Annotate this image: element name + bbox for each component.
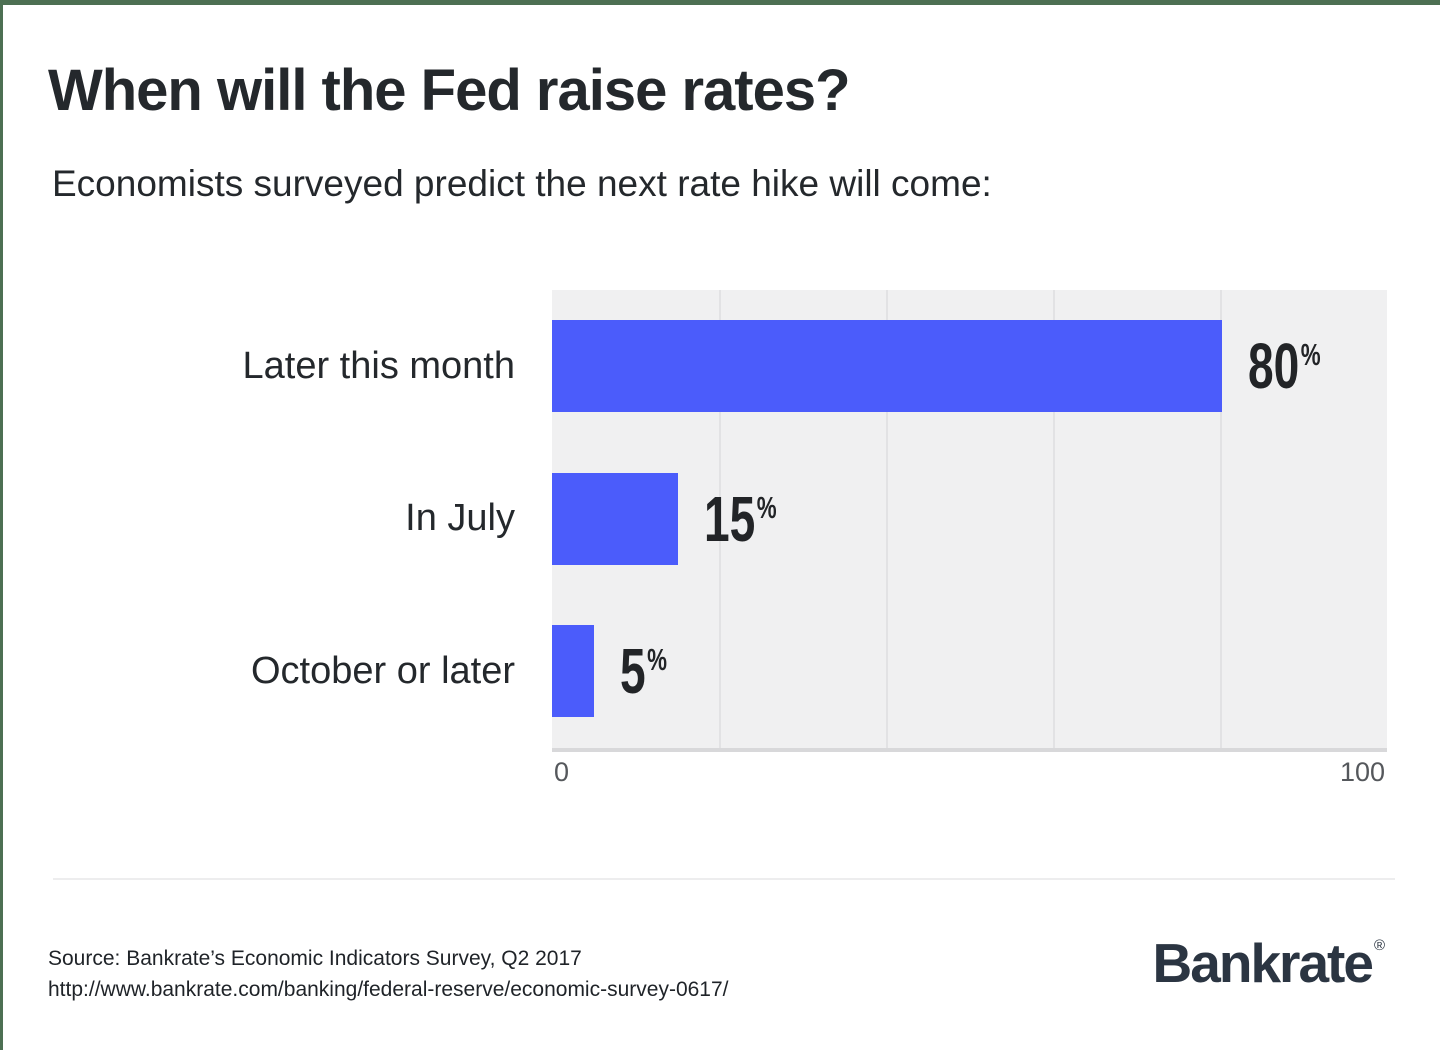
value-number: 5 (619, 635, 646, 708)
gridline (1220, 290, 1222, 748)
category-label: In July (405, 497, 515, 540)
bar-track: 5% (552, 595, 1390, 748)
logo-wordmark: Bankrate (1152, 932, 1374, 994)
registered-trademark-icon: ® (1373, 937, 1385, 954)
chart-row: In July 15% (3, 443, 1390, 596)
source-line-1: Source: Bankrate’s Economic Indicators S… (48, 947, 582, 970)
bar-track: 15% (552, 443, 1390, 596)
chart-row: October or later 5% (3, 595, 1390, 748)
value-label: 15% (704, 487, 777, 551)
category-label: October or later (251, 649, 515, 692)
page-title: When will the Fed raise rates? (48, 58, 851, 123)
gridline (719, 290, 721, 748)
x-axis-tick-max: 100 (1339, 757, 1385, 787)
value-number: 80 (1248, 330, 1300, 403)
chart-row: Later this month 80% (3, 290, 1390, 443)
page-subtitle: Economists surveyed predict the next rat… (52, 163, 992, 204)
chart-rows: Later this month 80% In July 15% October or … (3, 290, 1390, 748)
percent-sign: % (1301, 337, 1321, 373)
percent-sign: % (756, 489, 777, 525)
value-label: 5% (620, 639, 667, 703)
source-text: Source: Bankrate’s Economic Indicators S… (48, 943, 729, 1005)
source-line-2: http://www.bankrate.com/banking/federal-… (48, 978, 729, 1001)
bar (552, 625, 594, 718)
category-label: Later this month (242, 344, 515, 387)
gridline (1053, 290, 1055, 748)
value-label: 80% (1248, 334, 1321, 398)
bankrate-logo: Bankrate ® (1153, 931, 1385, 995)
footer-divider (53, 878, 1395, 880)
gridline (886, 290, 888, 748)
bar (552, 320, 1223, 413)
bar (552, 472, 678, 565)
percent-sign: % (646, 642, 667, 678)
x-axis-tick-min: 0 (554, 757, 570, 787)
value-number: 15 (703, 482, 755, 555)
bar-track: 80% (552, 290, 1390, 443)
